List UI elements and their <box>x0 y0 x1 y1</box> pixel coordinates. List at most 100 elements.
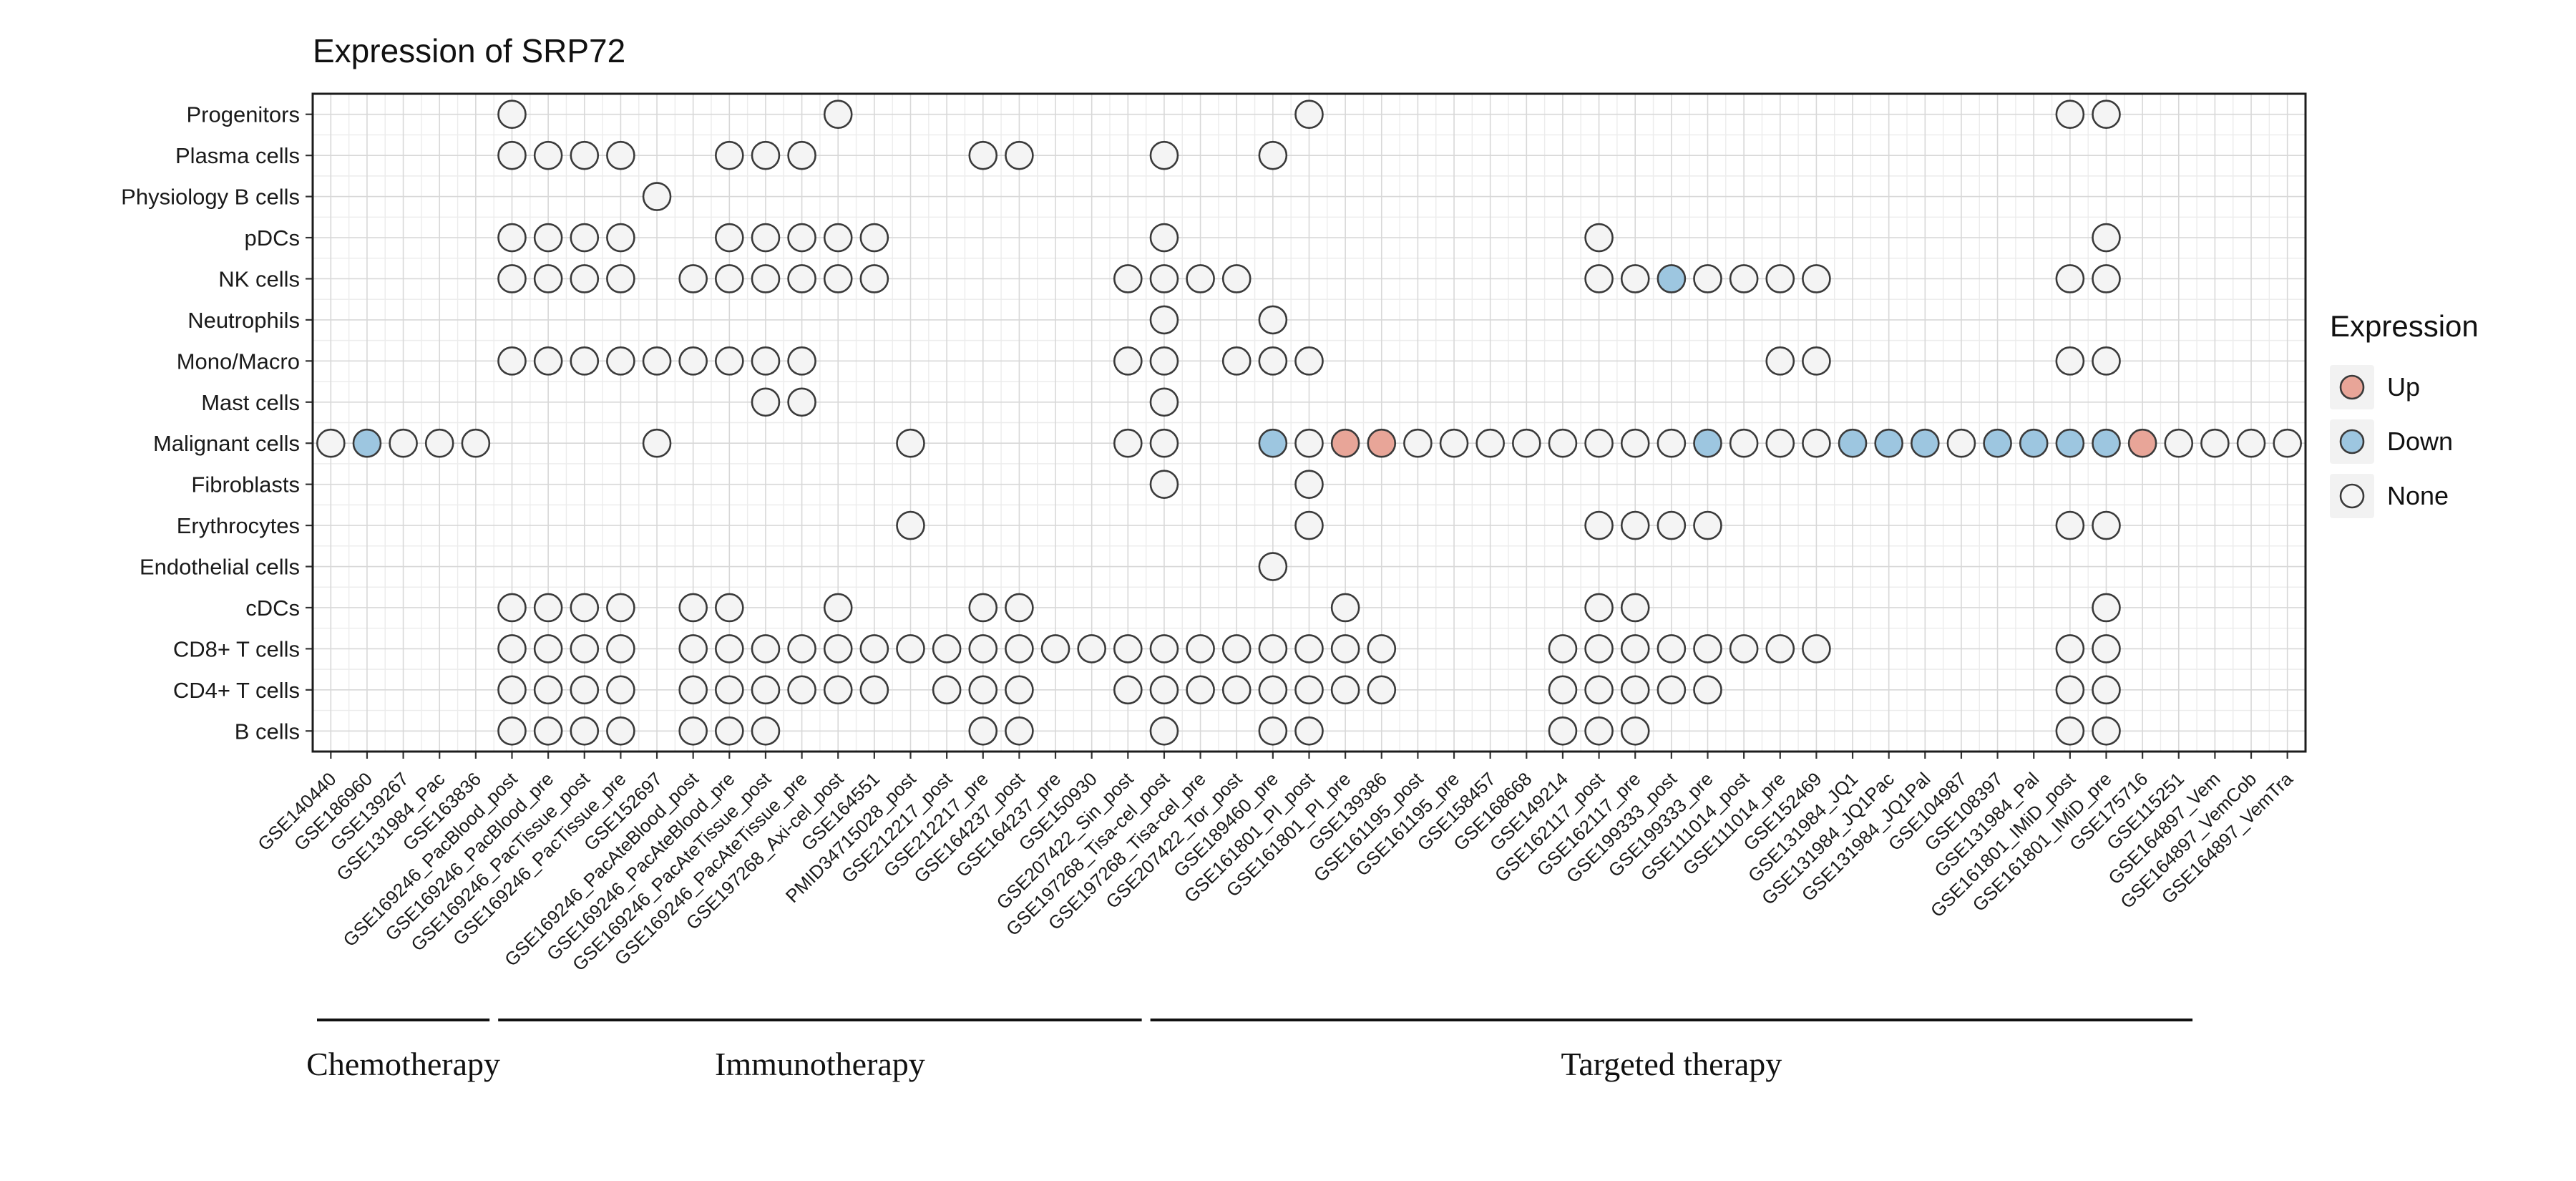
expression-dot-none <box>1294 470 1324 499</box>
expression-dot-none <box>1330 675 1360 705</box>
expression-dot-none <box>570 593 600 623</box>
expression-dot-none <box>1149 470 1179 499</box>
expression-dot-none <box>533 634 563 664</box>
expression-dot-none <box>2092 634 2121 664</box>
expression-dot-none <box>1657 675 1687 705</box>
expression-dot-none <box>715 593 744 623</box>
expression-dot-none <box>678 346 708 376</box>
expression-dot-none <box>606 140 635 170</box>
expression-dot-none <box>1693 510 1722 540</box>
expression-dot-none <box>2092 675 2121 705</box>
expression-dot-none <box>1657 510 1687 540</box>
expression-dot-none <box>1620 428 1650 458</box>
legend-label-up: Up <box>2387 372 2421 402</box>
expression-dot-none <box>1330 634 1360 664</box>
expression-dot-none <box>2164 428 2194 458</box>
expression-dot-none <box>1113 264 1143 293</box>
expression-dot-none <box>1258 552 1288 581</box>
expression-dot-none <box>1149 634 1179 664</box>
expression-dot-none <box>968 140 998 170</box>
expression-dot-none <box>2092 510 2121 540</box>
expression-dot-none <box>1149 675 1179 705</box>
expression-dot-none <box>1186 264 1215 293</box>
expression-dot-none <box>389 428 418 458</box>
expression-dot-none <box>1258 140 1288 170</box>
y-axis-label: NK cells <box>218 266 300 291</box>
expression-dot-none <box>1729 428 1759 458</box>
legend-title: Expression <box>2330 309 2479 343</box>
expression-dot-none <box>823 264 853 293</box>
expression-dot-none <box>316 428 346 458</box>
expression-dot-none <box>1294 99 1324 130</box>
none-dot-icon <box>2330 474 2374 518</box>
expression-dot-down <box>1911 428 1940 458</box>
expression-dot-none <box>1221 264 1252 293</box>
expression-dot-none <box>570 223 600 253</box>
expression-dot-none <box>751 346 781 376</box>
expression-dot-none <box>1729 634 1759 664</box>
y-axis-label: B cells <box>235 719 300 744</box>
expression-dot-none <box>1294 510 1324 540</box>
expression-dot-none <box>1584 593 1614 623</box>
expression-dot-none <box>1149 428 1179 458</box>
expression-dot-none <box>1294 634 1324 664</box>
expression-dot-none <box>859 675 889 705</box>
expression-dot-none <box>968 716 998 746</box>
expression-dot-none <box>2055 510 2085 540</box>
expression-dot-none <box>1367 675 1397 705</box>
expression-dot-down <box>352 428 382 458</box>
expression-dot-none <box>642 182 672 211</box>
expression-dot-none <box>787 387 816 417</box>
expression-dot-none <box>859 634 889 664</box>
therapy-group-label: Chemotherapy <box>306 1046 500 1082</box>
y-axis-label: Mast cells <box>201 390 300 415</box>
expression-dot-none <box>570 140 600 170</box>
expression-dot-none <box>1186 634 1215 664</box>
expression-dot-none <box>1258 305 1288 335</box>
expression-dot-none <box>461 428 491 458</box>
expression-dot-none <box>678 675 708 705</box>
legend-label-none: None <box>2387 481 2449 510</box>
expression-dot-none <box>2055 99 2085 130</box>
expression-dot-none <box>1113 346 1143 376</box>
expression-dot-up <box>1330 428 1360 458</box>
expression-dot-none <box>1005 675 1034 705</box>
y-axis-label: Endothelial cells <box>140 555 300 580</box>
y-axis-label: Plasma cells <box>175 143 300 168</box>
expression-dot-none <box>1620 675 1650 705</box>
therapy-group-label: Immunotherapy <box>715 1046 925 1082</box>
expression-dot-none <box>497 716 527 746</box>
expression-dot-none <box>2055 634 2085 664</box>
expression-dot-none <box>787 634 816 664</box>
expression-dot-none <box>1294 716 1324 746</box>
expression-dot-none <box>1620 264 1650 293</box>
expression-dot-none <box>678 716 708 746</box>
expression-dot-down <box>2019 428 2049 458</box>
expression-dot-none <box>1149 264 1179 293</box>
legend: Expression Up Down None <box>2330 309 2479 528</box>
expression-dot-none <box>1294 428 1324 458</box>
expression-dot-none <box>1005 140 1034 170</box>
expression-dot-none <box>1149 346 1179 376</box>
expression-dot-none <box>715 223 744 253</box>
expression-dot-none <box>2055 675 2085 705</box>
expression-dot-none <box>823 593 853 623</box>
expression-dot-none <box>570 264 600 293</box>
expression-dot-none <box>1258 634 1288 664</box>
expression-dot-none <box>715 264 744 293</box>
expression-dot-none <box>751 387 781 417</box>
expression-dot-none <box>1584 223 1614 253</box>
expression-dot-none <box>497 346 527 376</box>
y-axis-label: CD4+ T cells <box>173 678 300 703</box>
expression-dot-none <box>1403 428 1433 458</box>
expression-dot-none <box>1113 675 1143 705</box>
expression-dot-none <box>1548 716 1578 746</box>
expression-dot-none <box>751 675 781 705</box>
expression-dot-down <box>2092 428 2121 458</box>
expression-dot-none <box>1765 264 1795 293</box>
expression-dot-none <box>1765 346 1795 376</box>
expression-dot-none <box>1077 634 1106 664</box>
expression-dot-none <box>823 675 853 705</box>
